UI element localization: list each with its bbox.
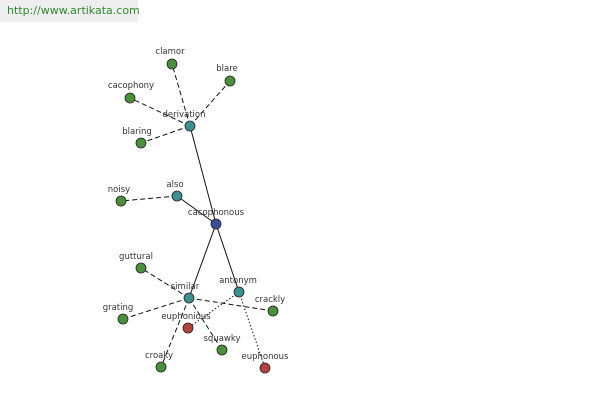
node-label-euphonious[interactable]: euphonious xyxy=(161,312,211,322)
edge-derivation-cacophony xyxy=(129,97,191,127)
edge-similar-croaky xyxy=(160,297,190,368)
edge-antonym-euphonous xyxy=(238,291,266,369)
node-label-clamor[interactable]: clamor xyxy=(155,47,185,57)
node-euphonious[interactable] xyxy=(182,322,194,334)
node-label-also[interactable]: also xyxy=(166,180,183,190)
node-croaky[interactable] xyxy=(155,361,167,373)
node-label-crackly[interactable]: crackly xyxy=(255,295,285,305)
node-label-derivation[interactable]: derivation xyxy=(162,110,205,120)
node-euphonous[interactable] xyxy=(259,362,271,374)
edge-antonym-euphonious xyxy=(187,291,240,329)
edge-similar-crackly xyxy=(188,297,274,312)
labels-layer: cacophonous derivation also similar antonym c… xyxy=(103,47,289,362)
edge-similar-squawky xyxy=(188,297,223,351)
node-noisy[interactable] xyxy=(115,195,127,207)
node-blare[interactable] xyxy=(224,75,236,87)
node-also[interactable] xyxy=(171,190,183,202)
node-clamor[interactable] xyxy=(166,58,178,70)
node-label-blaring[interactable]: blaring xyxy=(122,127,152,137)
node-label-guttural[interactable]: guttural xyxy=(119,252,153,262)
node-grating[interactable] xyxy=(117,313,129,325)
node-cacophony[interactable] xyxy=(124,92,136,104)
edge-derivation-blare xyxy=(189,80,231,127)
edges-layer xyxy=(120,63,274,369)
edge-derivation-clamor xyxy=(171,63,191,127)
node-squawky[interactable] xyxy=(216,344,228,356)
node-label-cacophony[interactable]: cacophony xyxy=(108,81,154,91)
node-blaring[interactable] xyxy=(135,137,147,149)
edge-cacophonous-derivation xyxy=(189,125,217,225)
edge-cacophonous-also xyxy=(176,195,217,225)
node-crackly[interactable] xyxy=(267,305,279,317)
node-label-squawky[interactable]: squawky xyxy=(203,334,240,344)
node-label-cacophonous[interactable]: cacophonous xyxy=(188,208,245,218)
source-url[interactable]: http://www.artikata.com xyxy=(0,0,140,22)
node-label-antonym[interactable]: antonym xyxy=(219,276,257,286)
edge-derivation-blaring xyxy=(140,125,191,144)
edge-similar-guttural xyxy=(140,267,190,299)
node-similar[interactable] xyxy=(183,292,195,304)
node-label-noisy[interactable]: noisy xyxy=(108,185,130,195)
node-label-blare[interactable]: blare xyxy=(216,64,238,74)
node-label-similar[interactable]: similar xyxy=(171,282,200,292)
edge-cacophonous-antonym xyxy=(215,223,240,293)
node-label-croaky[interactable]: croaky xyxy=(145,351,173,361)
node-guttural[interactable] xyxy=(135,262,147,274)
edge-cacophonous-similar xyxy=(188,223,217,299)
node-derivation[interactable] xyxy=(184,120,196,132)
node-label-euphonous[interactable]: euphonous xyxy=(241,352,289,362)
node-label-grating[interactable]: grating xyxy=(103,303,134,313)
node-antonym[interactable] xyxy=(233,286,245,298)
edge-also-noisy xyxy=(120,195,178,202)
edge-similar-grating xyxy=(122,297,190,320)
nodes-layer xyxy=(115,58,279,374)
node-cacophonous[interactable] xyxy=(210,218,222,230)
